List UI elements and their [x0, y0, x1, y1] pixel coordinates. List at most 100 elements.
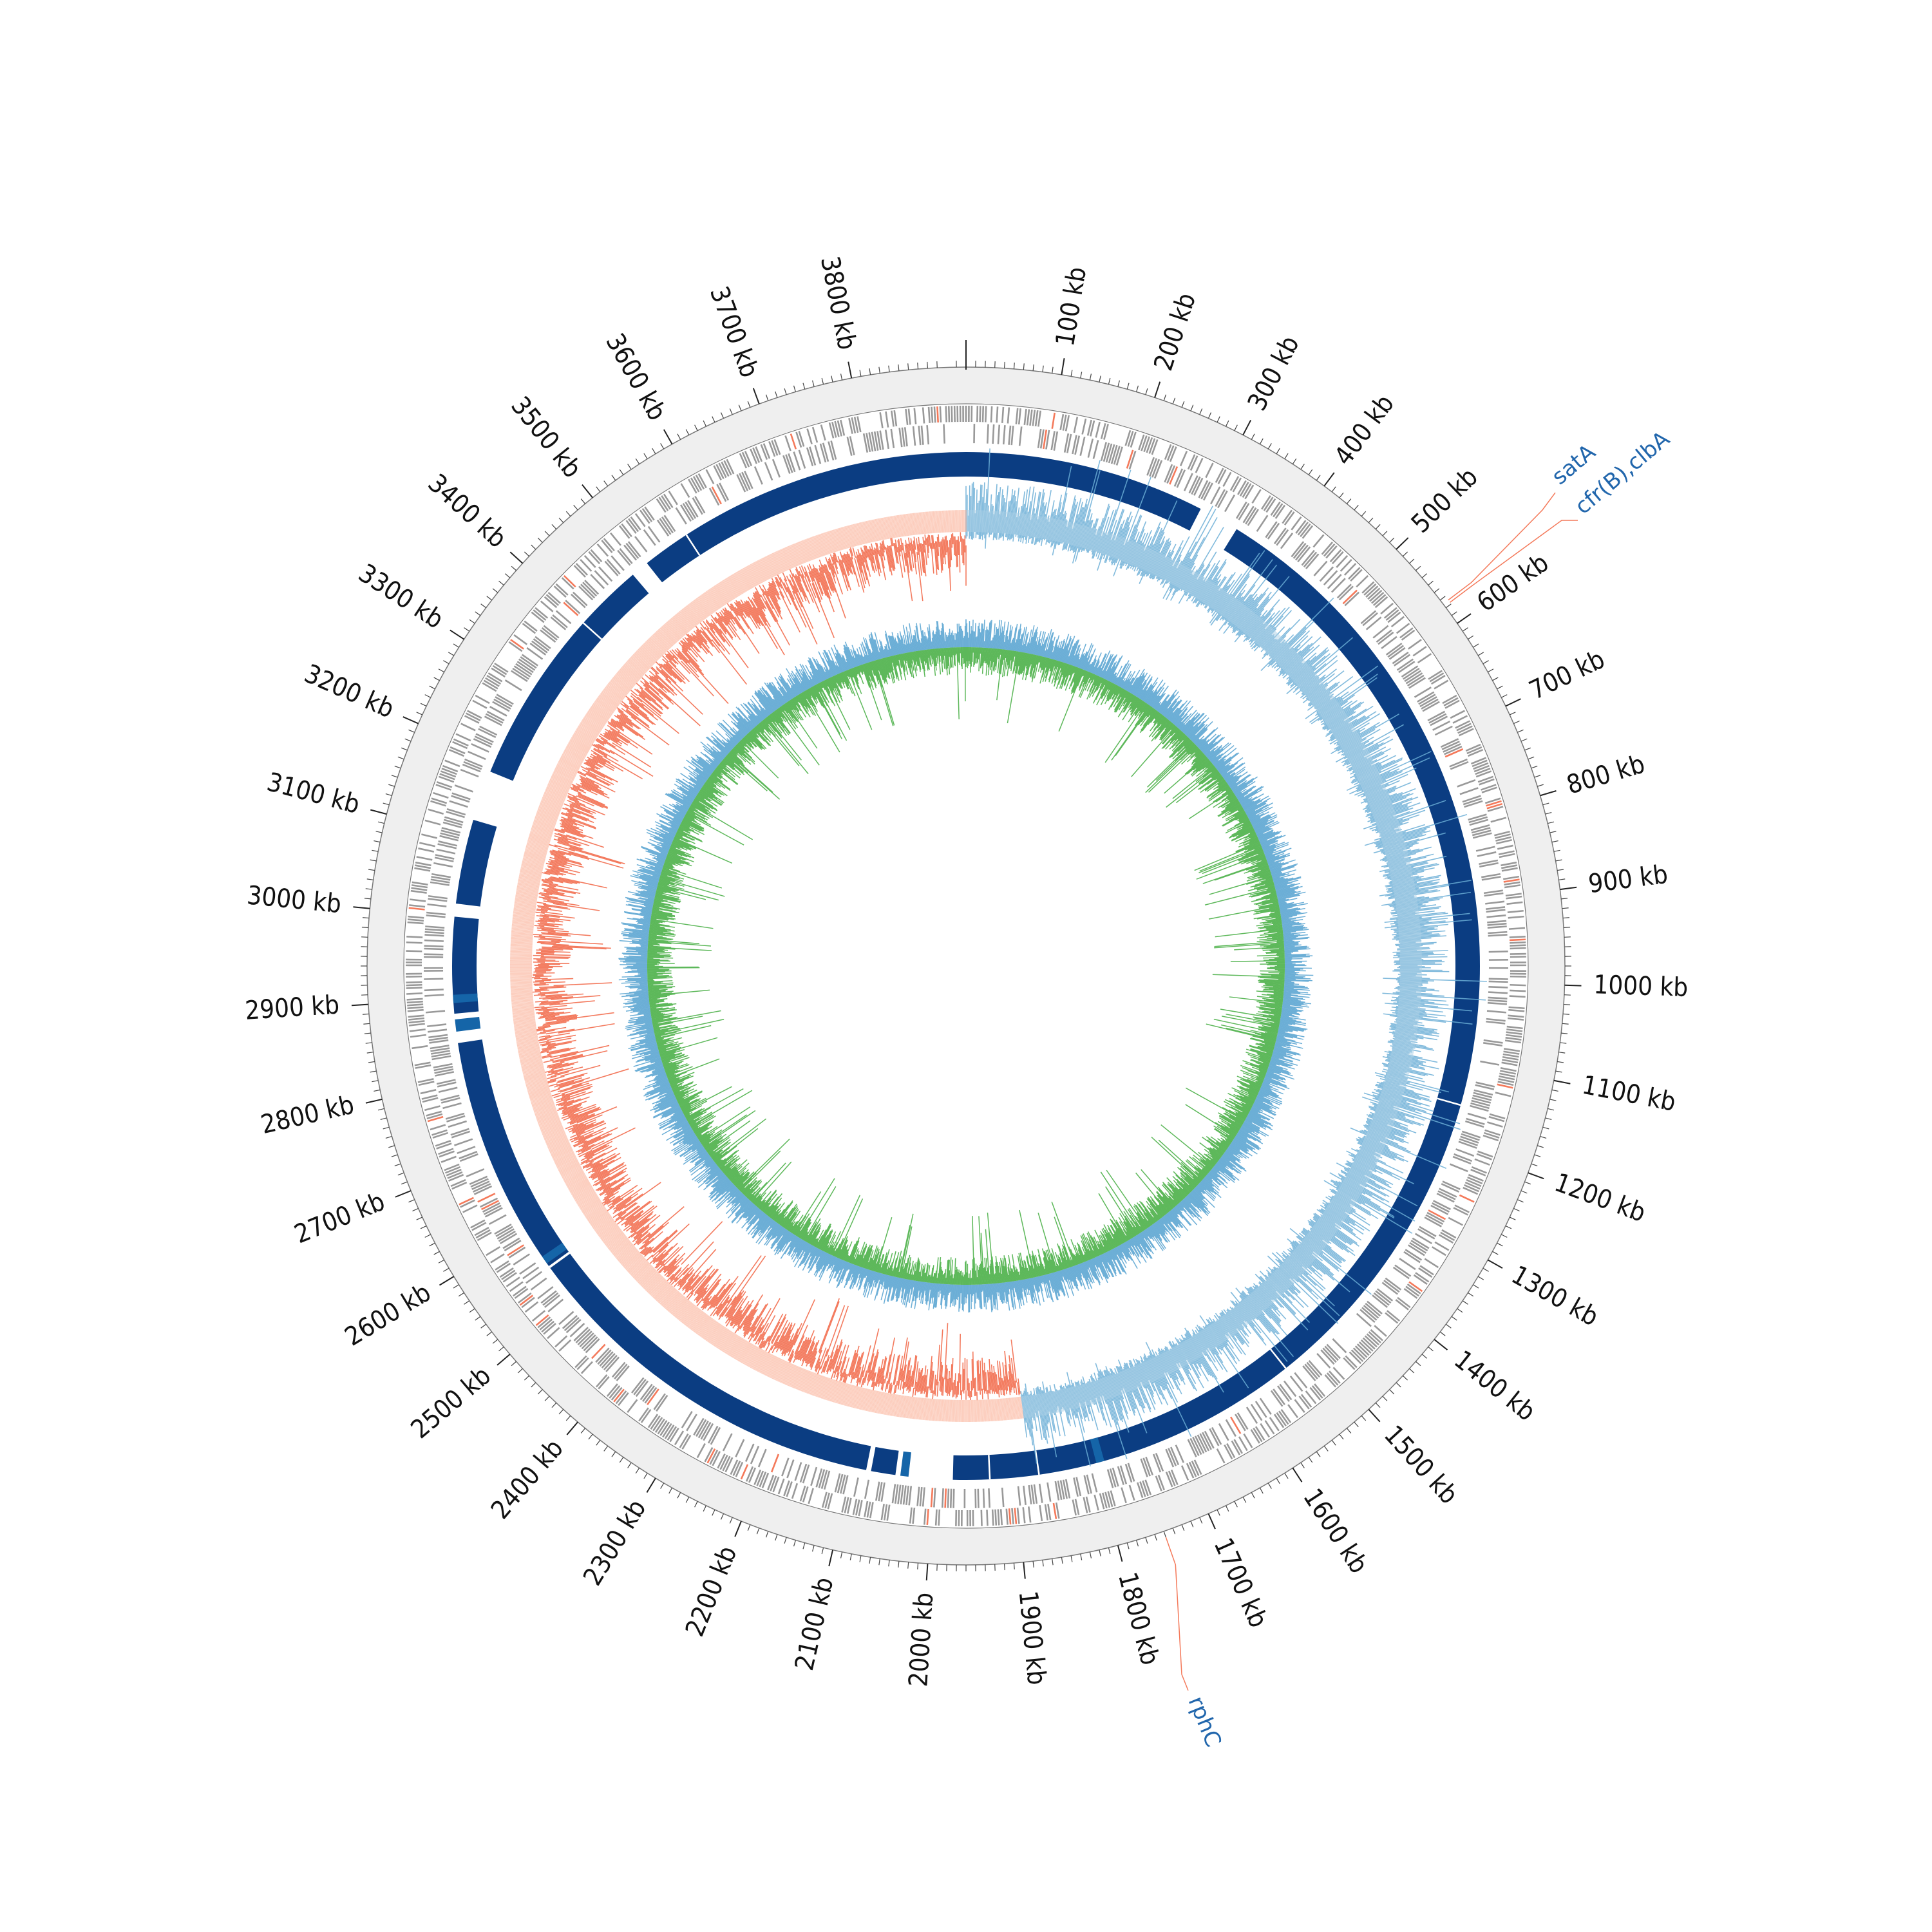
- gc-skew-value: [852, 547, 857, 558]
- cds-feature: [562, 1314, 578, 1329]
- cds-feature: [1361, 581, 1375, 594]
- cds-feature: [977, 1488, 980, 1508]
- cds-feature: [1502, 875, 1520, 880]
- minor-tick: [1190, 1520, 1194, 1528]
- cds-feature: [1050, 431, 1056, 451]
- cds-feature: [1450, 761, 1469, 770]
- minor-tick: [1284, 1473, 1289, 1479]
- cds-feature: [710, 1426, 721, 1445]
- cds-feature: [1440, 1231, 1455, 1242]
- cds-feature: [1487, 920, 1507, 923]
- cds-feature: [1499, 1072, 1516, 1078]
- cds-feature: [421, 833, 437, 839]
- minor-tick: [694, 1501, 698, 1508]
- cds-feature: [1265, 521, 1278, 538]
- minor-tick: [1217, 1510, 1220, 1516]
- cds-feature: [1215, 468, 1224, 483]
- cds-feature: [1362, 1337, 1376, 1350]
- minor-tick: [1528, 756, 1535, 760]
- cds-feature: [1497, 1081, 1514, 1086]
- cds-feature: [540, 600, 554, 612]
- gc-skew-band: [972, 510, 974, 533]
- gc-skew-value: [624, 1182, 661, 1209]
- cds-feature: [539, 1318, 553, 1331]
- cds-feature: [1481, 786, 1498, 793]
- minor-tick: [811, 380, 815, 387]
- cds-feature: [497, 1228, 515, 1240]
- cds-feature: [1169, 446, 1177, 462]
- minor-tick: [1505, 1225, 1512, 1229]
- gc-skew-value: [558, 1023, 615, 1034]
- cds-feature: [558, 1311, 574, 1325]
- cds-feature: [1394, 1264, 1412, 1277]
- blast-hit-segment: [871, 1446, 899, 1475]
- cds-feature: [1057, 1481, 1063, 1501]
- gc-skew-band: [1399, 972, 1422, 974]
- cds-feature: [764, 462, 773, 481]
- cds-feature: [1424, 1258, 1439, 1269]
- cds-feature: [418, 848, 435, 853]
- cds-feature: [1255, 1426, 1265, 1441]
- cds-feature: [494, 1224, 512, 1235]
- minor-tick: [464, 1300, 470, 1305]
- cds-feature: [1304, 1363, 1318, 1379]
- cds-feature: [1464, 1181, 1481, 1190]
- minor-tick: [433, 677, 440, 681]
- minor-tick: [1163, 1531, 1167, 1538]
- cds-feature: [1072, 1499, 1077, 1516]
- major-tick: [509, 551, 524, 564]
- cds-feature: [844, 1497, 849, 1513]
- minor-tick: [1396, 1382, 1401, 1388]
- cds-feature: [908, 1486, 913, 1506]
- cds-feature: [1350, 1349, 1364, 1362]
- cds-feature: [1166, 445, 1175, 461]
- cds-feature: [1495, 836, 1511, 842]
- cds-feature: [1506, 1031, 1522, 1036]
- cds-feature: [1488, 931, 1508, 934]
- gc-skew-value: [954, 536, 956, 556]
- minor-tick: [394, 765, 401, 769]
- major-tick: [1117, 1545, 1123, 1562]
- minor-tick: [1259, 438, 1264, 444]
- minor-tick: [537, 1389, 543, 1395]
- cds-feature: [515, 663, 533, 676]
- cds-feature: [913, 408, 917, 424]
- cds-feature: [1503, 1050, 1520, 1055]
- minor-tick: [498, 1346, 504, 1352]
- cds-feature: [1112, 1467, 1119, 1487]
- cds-feature: [1015, 408, 1019, 424]
- cds-feature: [926, 1508, 929, 1526]
- cds-feature: [1360, 1339, 1374, 1352]
- cds-feature: [406, 987, 422, 989]
- minor-tick: [1445, 1323, 1452, 1329]
- minor-tick: [1548, 1108, 1555, 1111]
- cds-feature: [457, 1146, 476, 1155]
- cds-feature: [753, 1469, 762, 1486]
- blast-partial-hit: [1090, 1437, 1104, 1463]
- cds-feature: [1100, 442, 1108, 461]
- gc-skew-band: [1399, 981, 1422, 984]
- cds-feature: [1363, 1305, 1379, 1319]
- cds-feature: [1165, 1472, 1173, 1488]
- cds-feature: [1276, 1385, 1290, 1402]
- cds-feature: [513, 665, 531, 678]
- minor-tick: [635, 1468, 640, 1474]
- minor-tick: [1409, 1368, 1415, 1374]
- cds-feature: [1475, 1081, 1495, 1088]
- cds-feature: [1441, 741, 1460, 750]
- cds-feature: [1396, 658, 1414, 671]
- cds-feature: [722, 1433, 733, 1452]
- cds-feature: [1180, 1465, 1189, 1481]
- minor-tick: [1099, 375, 1101, 383]
- cds-feature: [997, 1509, 1000, 1526]
- cds-feature: [1449, 758, 1468, 768]
- cds-feature: [459, 1153, 478, 1162]
- cds-feature: [1488, 1115, 1505, 1122]
- cds-feature: [1486, 802, 1503, 810]
- cds-feature: [761, 1472, 770, 1489]
- minor-tick: [1501, 694, 1508, 698]
- cds-feature: [1387, 611, 1401, 623]
- minor-tick: [458, 1292, 464, 1297]
- minor-tick: [1354, 504, 1359, 511]
- major-tick: [663, 429, 673, 445]
